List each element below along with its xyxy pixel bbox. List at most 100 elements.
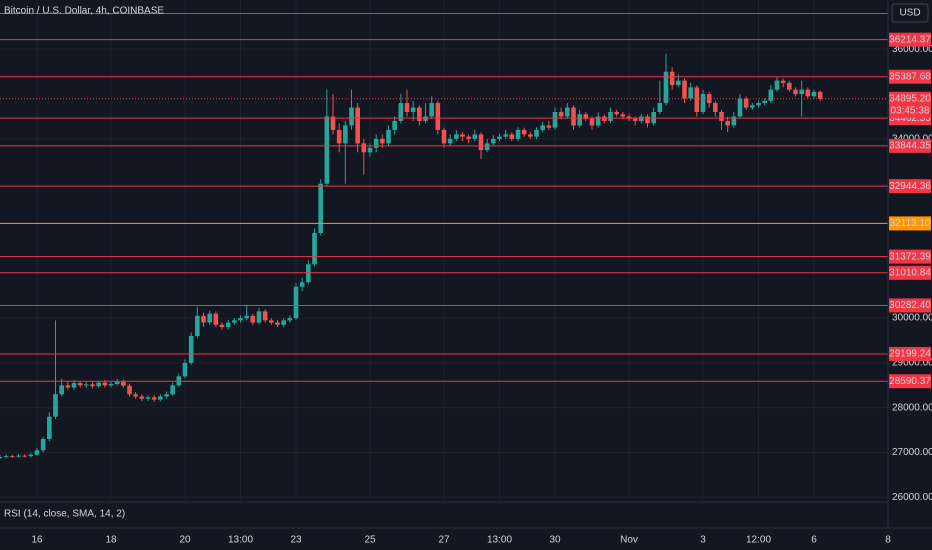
candle-body [281,320,286,325]
candle-body [195,315,200,337]
x-tick-label: 13:00 [228,535,253,546]
x-tick-label: 8 [885,535,891,546]
candle-body [139,396,145,399]
y-tick-label: 30000.00 [892,313,932,324]
candle-body [793,89,798,95]
candle-body [324,116,330,184]
level-label-bg [889,32,931,47]
candle-body [386,129,391,144]
level-label: 28590.37 [889,376,931,387]
candle-body [34,450,40,455]
candle-body [361,143,367,153]
candle-body [213,313,219,325]
candle-body [669,71,675,86]
candle-body [447,138,453,144]
candle-body [429,103,434,117]
candle-body [626,116,632,119]
level-label: 36214.37 [889,34,931,45]
candle-body [787,82,792,90]
level-label-bg [889,216,931,231]
level-label-bg [889,249,931,264]
candle-body [312,232,317,265]
candle-body [404,103,410,113]
candle-body [478,134,484,151]
candle-body [639,116,644,121]
candle-body [565,107,570,117]
candle-body [330,116,336,130]
candle-body [484,143,490,151]
candle-body [410,107,416,113]
candle-body [373,138,379,148]
candle-body [127,385,132,395]
y-tick-label: 29000.00 [892,358,932,369]
candle-body [250,315,256,323]
candle-body [256,311,262,323]
candle-body [472,134,478,139]
candle-body [780,80,786,83]
candle-body [441,129,447,144]
x-tick-label: 20 [179,535,191,546]
candle-body [534,129,539,137]
candle-body [10,456,15,458]
candles [0,53,823,460]
candle-body [71,383,77,388]
candle-body [743,98,749,108]
candle-body [725,120,730,126]
level-label: 29199.24 [889,349,931,360]
candle-body [47,416,52,440]
candle-body [503,134,508,137]
candle-body [158,396,163,400]
level-label-bg [889,346,931,361]
candle-body [114,381,120,384]
currency-button[interactable] [891,3,929,23]
candle-body [16,455,21,457]
level-label: 34462.53 [889,113,931,124]
candle-body [108,383,114,386]
y-tick-label: 27000.00 [892,447,932,458]
candle-body [768,89,774,101]
candle-body [583,114,589,119]
candle-body [608,112,613,121]
candle-body [207,313,212,323]
candle-body [244,315,249,319]
candle-body [774,80,780,90]
candle-body [805,89,811,97]
level-label-bg [889,179,931,194]
candle-body [145,397,151,399]
candle-body [663,71,669,104]
level-label: 35387.68 [889,71,931,82]
candle-body [318,183,323,233]
candle-body [602,116,607,121]
level-label-bg [889,298,931,313]
x-tick-label: 6 [811,535,817,546]
y-tick-label: 36000.00 [892,44,932,55]
candle-body [540,125,545,130]
candle-body [133,394,138,397]
candle-body [0,456,3,458]
candle-body [90,384,95,387]
x-tick-label: 18 [105,535,117,546]
price-axis: 36000.0034000.0030000.0029000.0028000.00… [889,32,932,503]
candle-body [762,100,767,104]
candle-body [65,385,71,388]
candle-body [343,125,348,144]
candle-body [756,103,761,106]
candle-body [84,384,89,386]
candle-body [417,107,422,121]
level-label-bg [889,138,931,153]
candle-body [546,125,552,128]
candle-body [645,116,650,124]
candle-body [398,103,404,121]
y-tick-label: 26000.00 [892,492,932,503]
candle-body [380,138,385,144]
currency[interactable]: USD [899,8,920,19]
candle-body [657,103,663,113]
candle-body [651,112,656,124]
candle-body [497,136,502,139]
candle-body [96,382,101,387]
candle-body [632,118,638,121]
candle-body [269,320,274,323]
candle-body [225,322,231,328]
